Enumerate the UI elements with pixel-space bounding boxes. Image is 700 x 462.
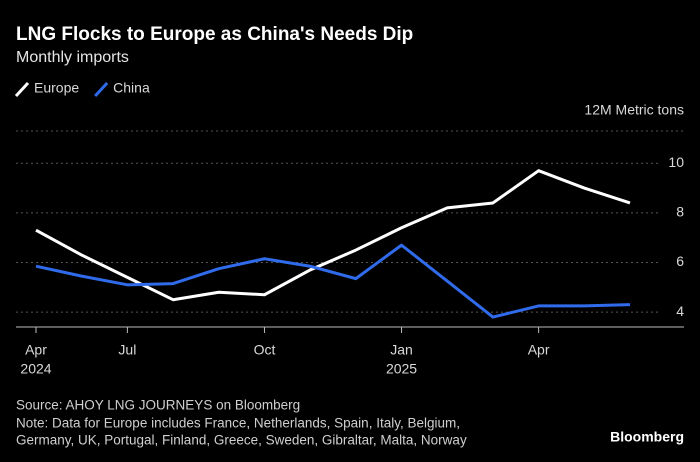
line — [35, 243, 631, 319]
x-tick-label: Oct — [254, 342, 276, 358]
y-tick-label: 6 — [676, 253, 684, 269]
y-axis-label: 12M Metric tons — [584, 102, 684, 118]
source: Source: AHOY LNG JOURNEYS on Bloomberg — [16, 398, 300, 413]
x-tick-label: Jan — [390, 342, 413, 358]
x-tick-label: Jul — [118, 342, 136, 358]
brand: Bloomberg — [610, 429, 684, 445]
y-tick-label: 4 — [676, 303, 684, 319]
x-year-label: 2024 — [20, 361, 51, 377]
legend-swatch — [14, 81, 30, 98]
y-tick-label: 8 — [676, 204, 684, 220]
x-year-label: 2025 — [386, 361, 417, 377]
legend-label: China — [113, 80, 150, 96]
legend-swatch — [94, 81, 109, 98]
note: Germany, UK, Portugal, Finland, Greece, … — [16, 433, 467, 448]
note: Note: Data for Europe includes France, N… — [16, 416, 460, 431]
legend-label: Europe — [34, 80, 79, 96]
y-tick-label: 10 — [668, 154, 684, 170]
chart-subtitle: Monthly imports — [16, 49, 129, 66]
line — [35, 169, 631, 302]
chart-title: LNG Flocks to Europe as China's Needs Di… — [16, 24, 413, 45]
x-tick-label: Apr — [528, 342, 550, 358]
x-tick-label: Apr — [25, 342, 47, 358]
